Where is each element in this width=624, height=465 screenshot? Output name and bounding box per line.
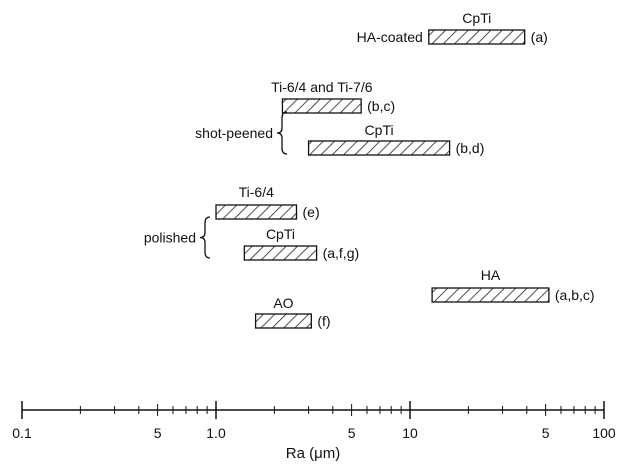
x-tick-label: 5 (348, 425, 356, 441)
x-tick-label: 5 (542, 425, 550, 441)
bar-name-ao: AO (273, 295, 293, 311)
range-bar-sp-ti64 (281, 98, 362, 114)
range-bar-ha (431, 287, 550, 303)
bar-name-ha: HA (481, 267, 501, 283)
bar-ref-ha: (a,b,c) (555, 287, 595, 303)
group-label-shot-peened: shot-peened (195, 125, 273, 141)
bar-ref-pol-ti64: (e) (303, 204, 320, 220)
bar-ref-sp-cpti: (b,d) (456, 140, 485, 156)
bar-ref-sp-ti64: (b,c) (367, 98, 395, 114)
bar-ref-ao: (f) (317, 313, 330, 329)
range-bar-hacoated-cpti (428, 29, 526, 45)
range-bar-sp-cpti (307, 140, 451, 156)
range-bar-pol-ti64 (215, 204, 298, 220)
bar-prefix-hacoated-cpti: HA-coated (357, 29, 423, 45)
bars-layer: CpTi (a) HA-coated Ti-6/4 and Ti-7/6 (b,c) Cp… (215, 10, 595, 329)
brace-shot-peened (276, 111, 288, 155)
bar-name-hacoated-cpti: CpTi (462, 10, 491, 26)
x-tick-label: 100 (592, 425, 616, 441)
group-label-polished: polished (144, 230, 196, 246)
brace-polished (199, 216, 211, 259)
x-tick-label: 0.1 (12, 425, 32, 441)
bar-ref-pol-cpti: (a,f,g) (323, 245, 360, 261)
bar-name-pol-cpti: CpTi (266, 226, 295, 242)
range-bar-ao (254, 313, 312, 329)
bar-name-pol-ti64: Ti-6/4 (239, 184, 274, 200)
bar-name-sp-cpti: CpTi (365, 122, 394, 138)
bar-ref-hacoated-cpti: (a) (531, 29, 548, 45)
x-tick-label: 5 (154, 425, 162, 441)
range-bar-pol-cpti (243, 245, 318, 261)
x-tick-label: 1.0 (206, 425, 226, 441)
bar-name-sp-ti64: Ti-6/4 and Ti-7/6 (271, 79, 373, 95)
x-axis: 0.1 5 1.0 5 10 5 100 (12, 401, 616, 441)
x-tick-label: 10 (402, 425, 418, 441)
x-axis-label: Ra (μm) (286, 445, 340, 462)
groups-layer: shot-peened polished (144, 111, 288, 259)
